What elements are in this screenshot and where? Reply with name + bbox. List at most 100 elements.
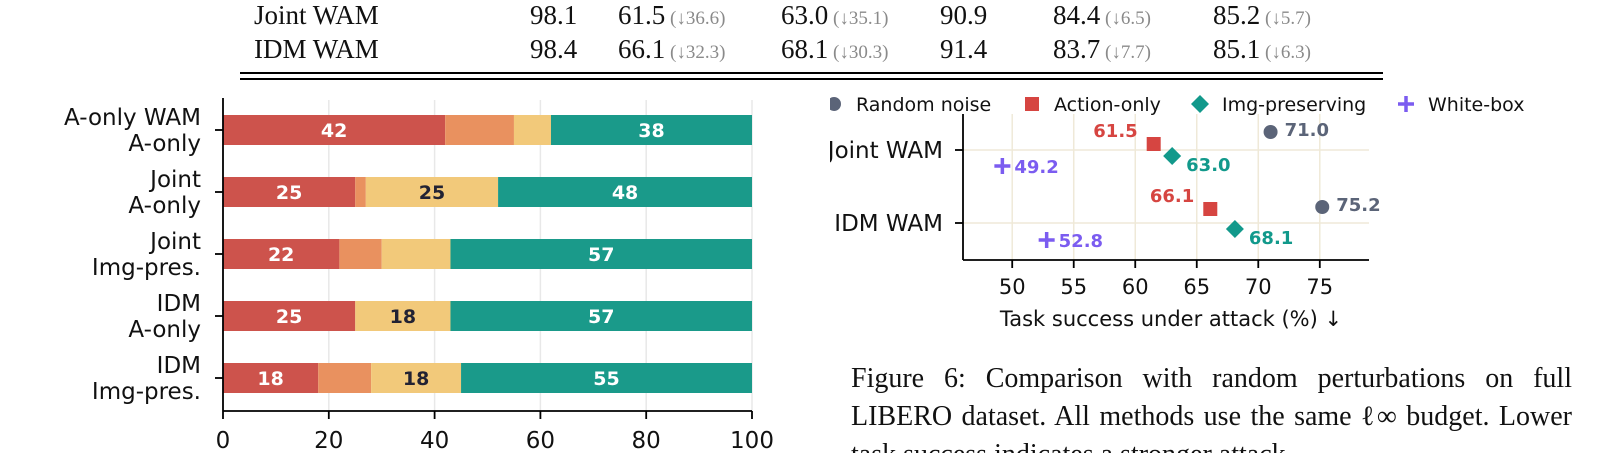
point-value-label: 68.1 [1249, 228, 1293, 249]
legend-label: White-box [1428, 94, 1524, 116]
legend-marker [1398, 96, 1414, 112]
table-cell-delta: (↓6.5) [1100, 8, 1151, 29]
legend-label: Img-preserving [1222, 94, 1366, 116]
bar-segment [445, 115, 514, 145]
bar-segment [365, 177, 499, 207]
table-cell-value: 61.5 [618, 0, 666, 30]
x-tick-label: 60 [526, 428, 555, 453]
table-cell: 63.0 (↓35.1) [781, 0, 888, 34]
bar-value-label: 25 [276, 182, 302, 204]
category-label: A-only [128, 131, 201, 157]
x-tick-label: 100 [730, 428, 774, 453]
bar-value-label: 57 [588, 306, 614, 328]
table-cell-value: 98.4 [530, 34, 578, 64]
category-label: IDM [157, 353, 201, 379]
bar-value-label: 25 [419, 182, 445, 204]
bar-segment [223, 177, 356, 207]
point-value-label: 66.1 [1150, 186, 1194, 207]
bar-value-label: 25 [276, 306, 302, 328]
category-label: A-only [128, 193, 201, 219]
category-label: A-only WAM [64, 105, 201, 131]
category-label: Joint [148, 229, 201, 255]
table-cell-value: 68.1 [781, 34, 829, 64]
bar-value-label: 48 [612, 182, 638, 204]
table-cell-delta: (↓30.3) [828, 42, 889, 63]
legend-entry: White-box [1398, 94, 1524, 116]
scatter-chart: Joint WAM IDM WAM 50 55 60 65 70 75 Task success… [830, 94, 1524, 331]
x-tick-label: 80 [632, 428, 661, 453]
x-tick-label: 75 [1306, 275, 1333, 299]
point-value-label: 75.2 [1336, 195, 1380, 216]
category-label: A-only [128, 317, 201, 343]
legend-entry: Action-only [1025, 94, 1161, 116]
table-cell-delta: (↓6.3) [1260, 42, 1311, 63]
table-cell: 90.9 [940, 0, 987, 30]
bar-segment [381, 239, 451, 269]
x-tick-label: 70 [1245, 275, 1272, 299]
scatter-point [1263, 125, 1278, 139]
point-value-label: 49.2 [1014, 157, 1058, 178]
table-cell: 61.5 (↓36.6) [618, 0, 725, 34]
bar-segment [450, 239, 752, 269]
figure-caption: Figure 6: Comparison with random perturb… [851, 360, 1572, 453]
bar-value-label: 18 [390, 306, 416, 328]
bar-segment [223, 239, 340, 269]
table-cell-delta: (↓7.7) [1100, 42, 1151, 63]
category-label: IDM [157, 291, 201, 317]
table-cell: 66.1 (↓32.3) [618, 34, 725, 68]
x-tick-label: 20 [314, 428, 343, 453]
table-cell-value: 98.1 [530, 0, 578, 30]
legend-marker [1025, 97, 1039, 111]
x-tick-label: 40 [420, 428, 449, 453]
table-cell-value: 90.9 [940, 0, 988, 30]
table-rule [240, 72, 1383, 74]
x-tick-label: 0 [216, 428, 231, 453]
y-tick-label: Joint WAM [830, 138, 943, 164]
legend-marker [1191, 95, 1209, 113]
legend-label: Action-only [1054, 94, 1161, 116]
bar-value-label: 55 [593, 368, 619, 390]
table-cell-value: 85.2 [1213, 0, 1261, 30]
table-cell-value: 84.4 [1053, 0, 1101, 30]
bar-segment [513, 115, 551, 145]
table-cell: 91.4 [940, 34, 987, 64]
table-row-name: IDM WAM [254, 34, 379, 64]
table-row-name: Joint WAM [254, 0, 379, 30]
table-cell: 85.2 (↓5.7) [1213, 0, 1311, 34]
legend-entry: Img-preserving [1191, 94, 1366, 116]
caption-label: Figure 6: [851, 363, 966, 394]
table-cell: 85.1 (↓6.3) [1213, 34, 1311, 68]
table-cell-delta: (↓32.3) [665, 42, 726, 63]
table-cell: 84.4 (↓6.5) [1053, 0, 1151, 34]
point-value-label: 52.8 [1059, 231, 1103, 252]
x-axis-label: Task success under attack (%) ↓ [999, 307, 1342, 331]
bar-value-label: 18 [257, 368, 283, 390]
table-cell: 98.1 [530, 0, 577, 30]
legend-marker [830, 97, 841, 111]
category-label: Joint [148, 167, 201, 193]
results-table: Joint WAM 98.1 61.5 (↓36.6) 63.0 (↓35.1) 90.… [0, 0, 1613, 80]
bar-value-label: 38 [638, 120, 664, 142]
scatter-point [1163, 147, 1182, 165]
bar-segment [355, 301, 451, 331]
bar-segment [450, 301, 752, 331]
scatter-point [1225, 220, 1244, 238]
point-value-label: 61.5 [1093, 121, 1137, 142]
bar-value-label: 22 [268, 244, 294, 266]
table-cell-delta: (↓36.6) [665, 8, 726, 29]
table-cell-delta: (↓35.1) [828, 8, 889, 29]
bar-segment [355, 177, 366, 207]
legend-entry: Random noise [830, 94, 991, 116]
table-cell-delta: (↓5.7) [1260, 8, 1311, 29]
table-cell-value: 85.1 [1213, 34, 1261, 64]
category-label: Img-pres. [92, 379, 201, 405]
x-tick-label: 55 [1060, 275, 1087, 299]
bar-segment [550, 115, 752, 145]
bar-segment [461, 363, 752, 393]
table-rule [240, 78, 1383, 80]
bar-value-label: 42 [321, 120, 347, 142]
bar-segment [339, 239, 382, 269]
bar-segment [371, 363, 462, 393]
table-cell-value: 83.7 [1053, 34, 1101, 64]
